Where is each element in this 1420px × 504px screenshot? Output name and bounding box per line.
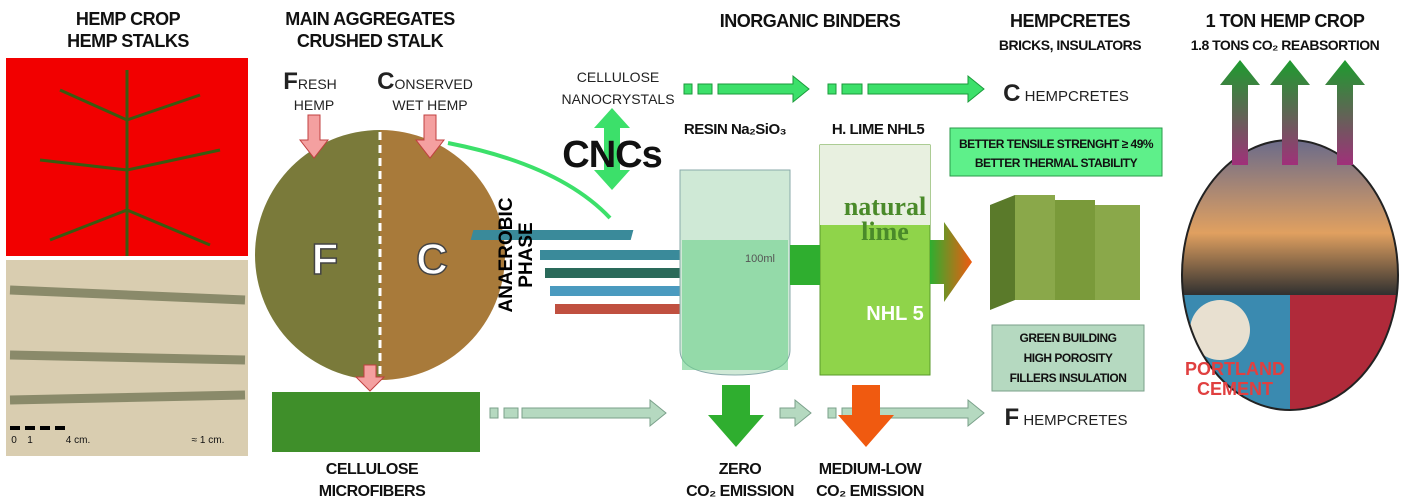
bag-label: CEMENT [1197,379,1273,399]
better-text: BETTER TENSILE STRENGHT ≥ 49% [959,138,1153,150]
resin-label: RESIN Na₂SiO₃ [684,122,786,137]
conserved-label: WET HEMP [392,98,467,112]
fresh-label: FRESH [283,70,337,94]
up-arrows [1220,60,1365,165]
phase-label: ANAEROBIC [496,197,517,312]
emission-label: CO₂ EMISSION [686,484,794,500]
subtitle: 1.8 TONS CO₂ REABSORTION [1191,38,1379,52]
lime-label: H. LIME NHL5 [832,122,924,137]
medium-arrow [838,385,894,447]
product-label: F HEMPCRETES [1004,406,1127,430]
bag-brand: lime [861,217,909,246]
zero-arrow [708,385,764,447]
scale-label: ≈ 1 cm. [192,436,225,446]
scale-label: 1 [27,436,33,446]
microfibers-label: MICROFIBERS [319,484,426,500]
diagram: natural lime NHL 5 100ml PORTLAND CEMENT… [0,0,1420,504]
phase-label: PHASE [516,222,537,287]
product-label: C HEMPCRETES [1003,82,1129,106]
title: MAIN AGGREGATES [285,10,455,28]
circle-letter: F [312,238,339,282]
emission-label: ZERO [719,462,761,478]
cnc-label: CELLULOSE [577,70,659,84]
green-text: HIGH POROSITY [1024,352,1113,364]
circle-letter: C [416,238,448,282]
title: HEMP CROP [76,10,180,28]
orange-arrow [930,222,972,302]
title: 1 TON HEMP CROP [1206,12,1365,30]
bricks [990,195,1140,310]
bag-label: PORTLAND [1185,359,1285,379]
page: natural lime NHL 5 100ml PORTLAND CEMENT… [0,0,1420,504]
green-text: FILLERS INSULATION [1010,372,1127,384]
emission-label: CO₂ EMISSION [816,484,924,500]
conserved-label: CONSERVED [377,70,473,94]
bag-grade: NHL 5 [866,303,923,325]
title: HEMPCRETES [1010,12,1130,30]
cnc-label: NANOCRYSTALS [561,92,674,106]
fresh-label: HEMP [294,98,334,112]
title: HEMP STALKS [67,32,189,50]
better-text: BETTER THERMAL STABILITY [975,157,1137,169]
title: CRUSHED STALK [297,32,443,50]
emission-label: MEDIUM-LOW [819,462,922,478]
subtitle: BRICKS, INSULATORS [999,38,1141,52]
cnc-acronym: CNCs [562,136,661,174]
microfibers-photo [272,392,480,452]
scale-label: 4 cm. [66,436,90,446]
beaker-mark: 100ml [745,253,775,265]
scale-label: 0 [11,436,17,446]
join [790,245,820,285]
top-arrows [684,76,984,102]
title: INORGANIC BINDERS [720,12,901,30]
microfibers-label: CELLULOSE [326,462,418,478]
green-text: GREEN BUILDING [1019,332,1116,344]
